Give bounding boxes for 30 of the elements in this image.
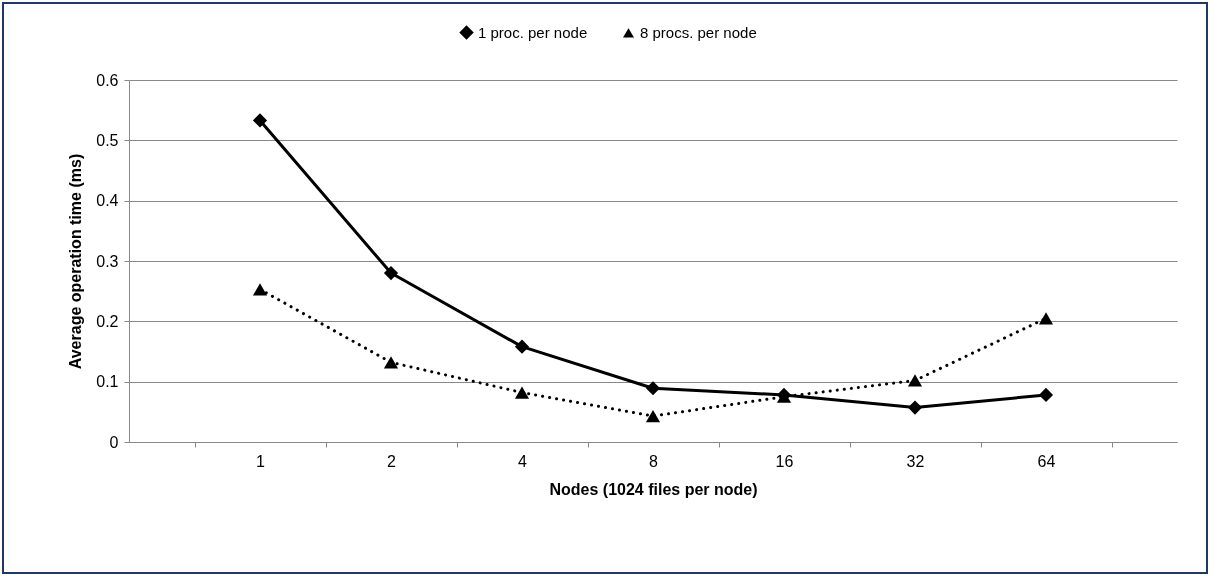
x-axis-title: Nodes (1024 files per node) <box>549 480 758 498</box>
point <box>383 356 399 369</box>
x-tick-label: 2 <box>387 452 397 470</box>
point <box>907 400 923 415</box>
x-tick-label: 32 <box>906 452 925 470</box>
y-axis-title: Average operation time (ms) <box>67 153 85 370</box>
legend-label: 8 procs. per node <box>640 23 757 41</box>
point <box>907 374 923 387</box>
point <box>645 409 661 423</box>
y-tick-label: 0.5 <box>96 131 119 149</box>
x-tick-label: 4 <box>518 452 528 470</box>
point <box>252 113 268 128</box>
y-tick-label: 0.4 <box>96 192 119 210</box>
point <box>1038 387 1054 403</box>
x-tick-label: 8 <box>649 452 659 470</box>
point <box>514 339 530 354</box>
y-tick-label: 0.1 <box>96 373 119 391</box>
point <box>252 283 268 296</box>
point <box>1038 312 1054 325</box>
y-tick-label: 0.3 <box>96 252 119 270</box>
point <box>383 266 399 281</box>
legend-label: 1 proc. per node <box>478 23 588 41</box>
y-tick-label: 0.6 <box>96 71 119 89</box>
point <box>645 381 661 396</box>
x-tick-label: 1 <box>256 452 266 470</box>
x-tick-label: 16 <box>775 452 794 470</box>
y-tick-label: 0 <box>109 433 119 451</box>
y-tick-label: 0.2 <box>96 312 119 330</box>
x-tick-label: 64 <box>1037 452 1056 470</box>
point <box>514 386 530 399</box>
